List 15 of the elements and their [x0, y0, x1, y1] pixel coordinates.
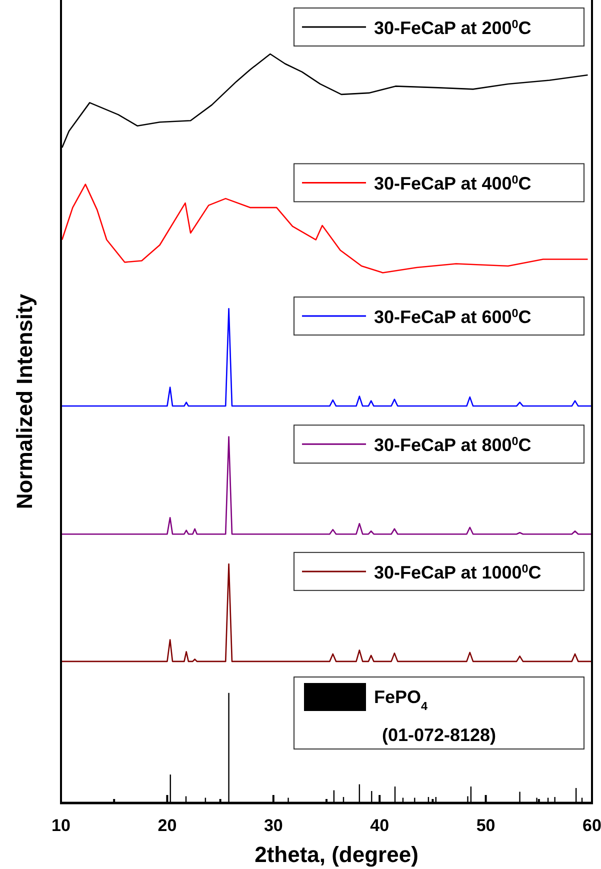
x-tick-label: 60: [582, 816, 601, 835]
x-axis-title: 2theta, (degree): [254, 842, 418, 867]
legend-label: FePO$_{4}$: [374, 687, 428, 712]
legend-label: 30-FeCaP at 800$^{0}$C: [374, 434, 532, 456]
legend-label: 30-FeCaP at 600$^{0}$C: [374, 306, 532, 328]
x-tick-label: 50: [476, 816, 496, 835]
x-tick-label: 20: [158, 816, 177, 835]
annotation: (01-072-8128): [382, 725, 496, 745]
y-axis-title: Normalized Intensity: [12, 293, 37, 510]
legend-label: 30-FeCaP at 400$^{0}$C: [374, 173, 532, 194]
legend-label: 30-FeCaP at 1000$^{0}$C: [374, 562, 542, 582]
x-tick-label: 10: [52, 816, 70, 835]
x-tick-label: 40: [370, 816, 390, 835]
legend-label: 30-FeCaP at 200$^{0}$C: [374, 18, 532, 38]
x-tick-label: 30: [264, 816, 283, 835]
